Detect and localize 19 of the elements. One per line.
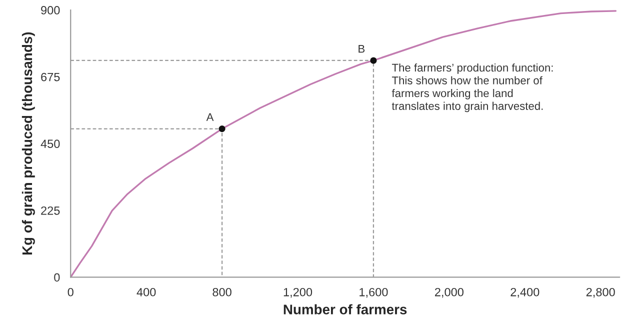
x-tick-label: 400 <box>136 288 156 296</box>
x-tick-label: 2,000 <box>435 288 464 298</box>
x-tick-label: 1,200 <box>284 288 312 298</box>
y-tick-label: 225 <box>41 206 60 215</box>
x-tick-label: 2,800 <box>586 288 615 298</box>
y-tick-label: 900 <box>41 6 60 14</box>
y-tick-label: 675 <box>41 72 60 82</box>
y-tick-label: 450 <box>40 140 60 148</box>
x-tick-label: 0 <box>68 288 74 296</box>
x-tick-label: 1,600 <box>360 288 388 298</box>
annotation: A <box>206 113 214 121</box>
y-tick-label: 0 <box>54 273 60 282</box>
x-tick-label: 2,400 <box>510 288 540 298</box>
x-axis-title: Number of farmers <box>284 304 407 314</box>
x-tick-label: 800 <box>212 288 232 296</box>
line-series <box>70 10 617 278</box>
annotation: The farmers’ production function: This shows how the number of farmers working the land translates into grain harvested. <box>392 63 553 112</box>
annotation: B <box>358 44 365 53</box>
y-axis-title: Kg of grain produced (thousands) <box>22 32 35 255</box>
